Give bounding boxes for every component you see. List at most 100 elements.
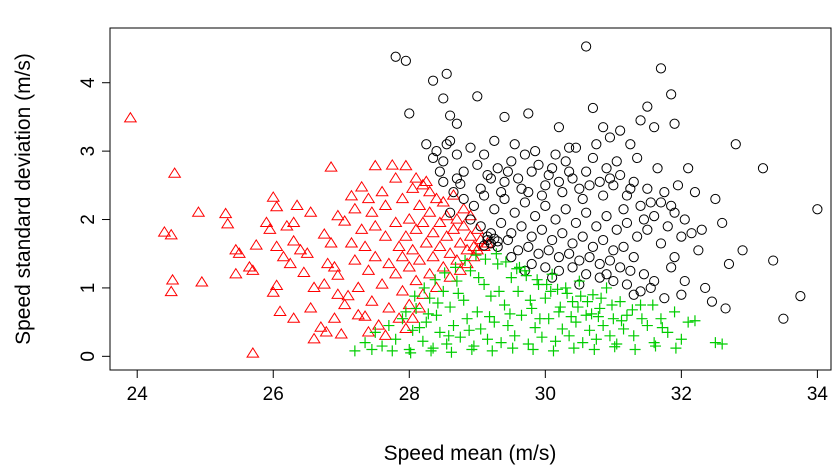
data-point-circle [431, 146, 442, 157]
data-point-plus [465, 265, 476, 277]
data-point-triangle [368, 219, 382, 231]
data-point-circle [666, 89, 677, 100]
y-axis: 0 1 2 3 4 [78, 77, 111, 362]
data-point-circle [451, 149, 462, 160]
data-point-circle [615, 169, 626, 181]
data-point-plus [475, 323, 487, 335]
data-point-circle [642, 101, 653, 112]
data-point-plus [441, 338, 453, 350]
data-point-circle [659, 293, 670, 304]
data-point-plus [526, 302, 538, 314]
data-point-circle [611, 224, 622, 235]
data-point-circle [564, 248, 575, 259]
data-point-triangle [365, 206, 379, 217]
data-point-triangle [395, 284, 410, 296]
data-point-plus [682, 316, 694, 328]
data-point-circle [581, 166, 592, 177]
data-point-circle [523, 108, 534, 119]
data-point-plus [587, 289, 599, 301]
data-point-plus [405, 347, 417, 359]
data-point-circle [519, 149, 531, 160]
data-point-circle [438, 156, 449, 167]
data-point-plus [473, 272, 485, 284]
data-point-plus [641, 320, 653, 332]
data-point-circle [598, 190, 609, 201]
data-point-circle [553, 122, 565, 133]
data-point-circle [795, 291, 806, 302]
data-point-triangle [395, 250, 410, 262]
data-point-triangle [433, 216, 447, 228]
data-point-plus [577, 337, 589, 349]
data-point-circle [557, 228, 568, 239]
data-point-circle [400, 55, 411, 66]
data-point-triangle [266, 286, 280, 297]
data-point-plus [580, 309, 592, 321]
data-point-circle [655, 238, 667, 249]
data-point-plus [454, 331, 466, 343]
data-point-circle [812, 204, 823, 215]
data-point-plus [560, 282, 572, 294]
data-point-circle [676, 231, 687, 242]
data-point-plus [386, 345, 398, 357]
data-point-circle [574, 255, 585, 266]
data-point-triangle [269, 279, 284, 290]
data-point-plus [417, 335, 429, 347]
data-point-plus [550, 335, 562, 347]
data-point-circle [482, 234, 493, 246]
data-point-triangle [399, 230, 413, 241]
data-point-triangle [269, 240, 284, 251]
data-point-plus [450, 261, 462, 273]
data-point-circle [652, 163, 663, 174]
data-point-plus [484, 311, 496, 323]
data-point-circle [444, 110, 456, 121]
data-point-circle [513, 245, 524, 256]
data-point-triangle [283, 257, 297, 269]
data-point-plus [434, 326, 446, 338]
data-point-plus [452, 287, 464, 299]
data-point-circle [638, 269, 650, 280]
data-point-circle [438, 93, 449, 104]
data-point-plus [607, 313, 619, 325]
data-point-circle [479, 149, 490, 160]
data-point-circle [666, 200, 677, 211]
data-point-triangle [399, 322, 413, 334]
data-point-triangle [157, 225, 172, 237]
data-point-plus [552, 283, 564, 295]
data-point-triangle [317, 228, 331, 239]
data-point-plus [531, 274, 543, 286]
data-point-circle [574, 183, 585, 194]
data-point-triangle [433, 240, 447, 251]
data-point-plus [447, 320, 459, 332]
data-point-plus [492, 258, 504, 270]
data-point-circle [489, 204, 500, 215]
data-point-plus [534, 313, 546, 325]
data-point-circle [570, 217, 582, 229]
data-point-triangle [382, 301, 396, 313]
data-point-triangle [436, 195, 450, 207]
data-point-plus [709, 337, 721, 349]
data-point-circle [506, 156, 517, 167]
data-point-circle [577, 193, 588, 205]
data-point-triangle [331, 209, 345, 221]
data-point-circle [441, 139, 452, 150]
data-point-triangle [463, 209, 478, 221]
data-point-circle [601, 163, 612, 174]
data-point-triangle [456, 219, 471, 231]
data-point-plus [516, 309, 528, 321]
data-point-plus [588, 343, 600, 355]
data-point-circle [649, 275, 660, 287]
data-point-plus [565, 311, 577, 323]
data-point-circle [427, 152, 439, 164]
data-point-circle [655, 197, 667, 208]
data-point-plus [505, 272, 517, 284]
data-point-circle [628, 176, 639, 187]
series-circle-points [390, 41, 823, 324]
data-point-triangle [375, 277, 389, 289]
data-point-triangle [341, 289, 355, 301]
data-point-circle [717, 217, 728, 229]
data-point-circle [475, 221, 486, 232]
data-point-circle [526, 166, 537, 177]
data-point-triangle [365, 295, 379, 306]
data-point-circle [645, 282, 656, 294]
data-point-circle [434, 166, 445, 177]
